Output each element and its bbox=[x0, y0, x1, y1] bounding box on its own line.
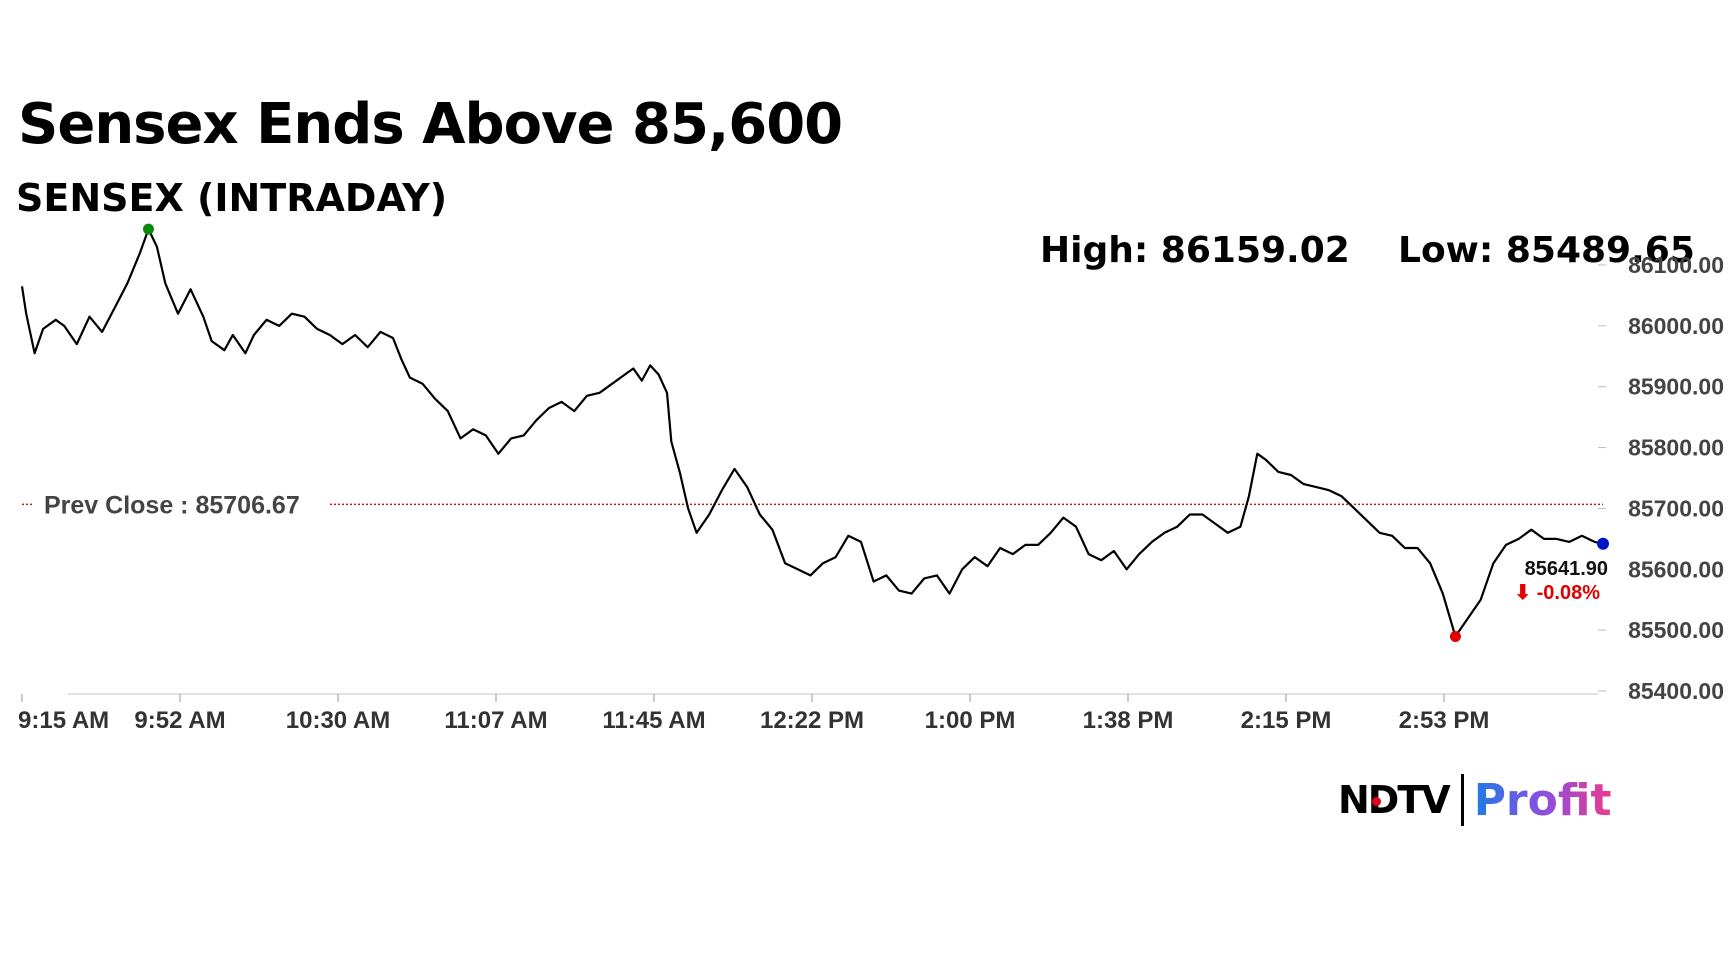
prev-close-label-background bbox=[34, 488, 330, 521]
day-high-text: High: 86159.02 bbox=[1040, 230, 1350, 271]
brand-ndtv: NDTV bbox=[1338, 778, 1451, 822]
ndtv-profit-logo: NDTV Profit bbox=[1338, 772, 1612, 828]
x-axis: 9:15 AM 9:52 AM 10:30 AM 11:07 AM 11:45 AM 12… bbox=[18, 694, 1489, 734]
y-tick-label: 85400.00 bbox=[1628, 678, 1724, 704]
day-low-text: Low: 85489.65 bbox=[1398, 230, 1695, 271]
x-tick-label: 10:30 AM bbox=[286, 707, 390, 734]
prev-close-label: Prev Close : 85706.67 bbox=[44, 491, 300, 519]
y-tick-label: 86100.00 bbox=[1628, 252, 1724, 278]
x-tick-label: 12:22 PM bbox=[760, 707, 864, 734]
x-tick-label: 9:52 AM bbox=[134, 707, 225, 734]
brand-separator bbox=[1460, 774, 1464, 826]
y-tick-label: 86000.00 bbox=[1628, 313, 1724, 339]
last-price-marker bbox=[1597, 537, 1609, 550]
y-tick-label: 85800.00 bbox=[1628, 435, 1724, 461]
y-axis: 85400.00 85500.00 85600.00 85700.00 85800.00… bbox=[1598, 252, 1724, 704]
x-tick-label: 11:07 AM bbox=[444, 707, 547, 734]
x-tick-label: 9:15 AM bbox=[18, 707, 109, 734]
y-tick-label: 85700.00 bbox=[1628, 495, 1724, 521]
sensex-price-line bbox=[20, 228, 1604, 638]
x-tick-label: 2:53 PM bbox=[1399, 707, 1490, 734]
low-point-marker bbox=[1449, 630, 1461, 642]
x-tick-label: 1:00 PM bbox=[925, 707, 1016, 734]
y-tick-label: 85600.00 bbox=[1628, 556, 1724, 582]
y-tick-label: 85500.00 bbox=[1628, 617, 1724, 643]
x-tick-label: 1:38 PM bbox=[1083, 707, 1174, 734]
x-tick-label: 11:45 AM bbox=[602, 707, 705, 734]
high-point-marker bbox=[142, 223, 154, 235]
x-tick-label: 2:15 PM bbox=[1241, 707, 1332, 734]
chart-subtitle: SENSEX (INTRADAY) bbox=[16, 176, 448, 220]
brand-profit: Profit bbox=[1473, 774, 1612, 826]
y-tick-label: 85900.00 bbox=[1628, 374, 1724, 400]
headline: Sensex Ends Above 85,600 bbox=[18, 92, 843, 157]
change-percent-label: ⬇ -0.08% bbox=[1514, 582, 1600, 604]
last-price-label: 85641.90 bbox=[1525, 558, 1608, 580]
